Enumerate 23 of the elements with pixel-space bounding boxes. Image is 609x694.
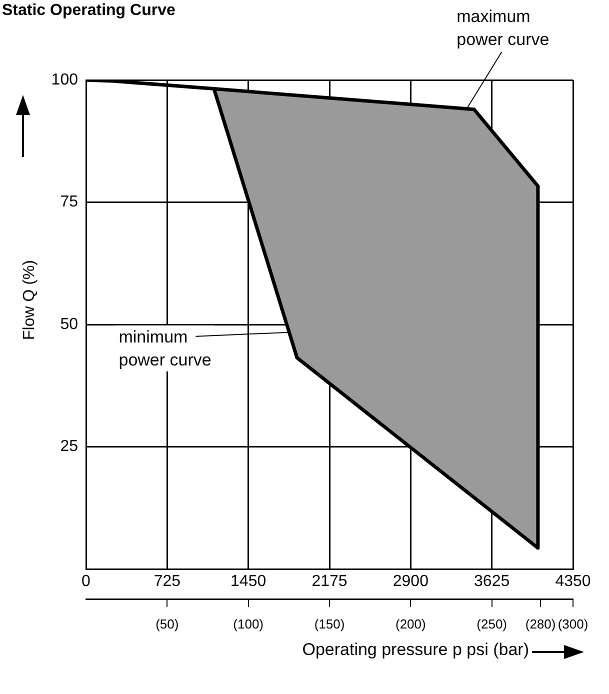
x-tick-label: 3625 [474, 573, 510, 590]
x2-tick-label: (300) [558, 616, 588, 632]
x2-tick-label: (280) [525, 616, 556, 632]
x-tick-label: 2175 [312, 573, 348, 590]
x-tick-label: 1450 [230, 573, 266, 590]
y-tick-label: 50 [60, 316, 78, 333]
y-axis-title: Flow Q (%) [21, 260, 39, 340]
x-tick-label: 4350 [555, 573, 591, 590]
chart-title: Static Operating Curve [2, 2, 176, 20]
annotation: minimum power curve [118, 327, 212, 370]
y-tick-label: 100 [51, 71, 78, 88]
x2-tick-label: (250) [476, 616, 508, 632]
annotation: maximum power curve [456, 7, 550, 49]
x2-tick-label: (100) [233, 616, 264, 632]
x2-tick-label: (200) [395, 616, 426, 632]
x-tick-label: 725 [154, 573, 181, 590]
y-tick-label: 25 [60, 438, 78, 456]
x-tick-label: 0 [82, 573, 91, 590]
x2-tick-label: (150) [314, 616, 345, 632]
x-tick-label: 2900 [392, 573, 429, 590]
x-axis-title: Operating pressure p psi (bar) [302, 640, 529, 660]
y-tick-label: 75 [60, 194, 78, 211]
x2-tick-label: (50) [156, 616, 179, 632]
